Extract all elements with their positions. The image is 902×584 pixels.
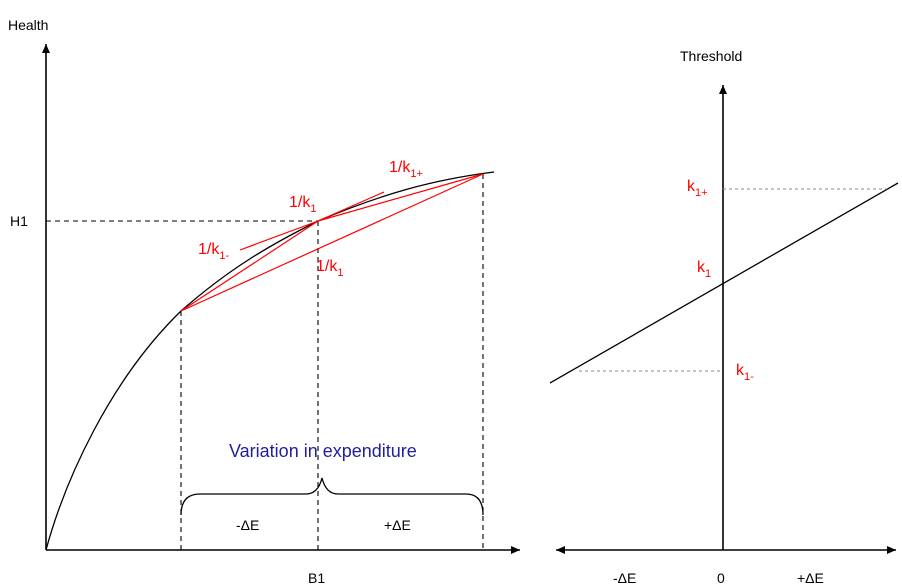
tangent-minus-line bbox=[239, 220, 319, 251]
tangent-center-line bbox=[317, 191, 385, 222]
expenditure-brace bbox=[180, 477, 484, 516]
slope-center-label: 1/k1 bbox=[289, 194, 316, 215]
plus-delta-e-label: +ΔE bbox=[384, 517, 411, 533]
x-tick-plus-delta-e: +ΔE bbox=[797, 570, 824, 584]
chord-plus-line bbox=[317, 173, 484, 222]
slope-plus-label: 1/k1+ bbox=[389, 159, 423, 180]
h1-label: H1 bbox=[10, 213, 28, 229]
chord-minus-line bbox=[180, 220, 319, 312]
slope-chord-label: 1/k1 bbox=[316, 258, 343, 279]
health-curve bbox=[45, 171, 495, 551]
k1-plus-label: k1+ bbox=[687, 178, 708, 199]
k1-minus-label: k1- bbox=[736, 362, 754, 383]
left-panel: Health H1 B1 1/k1 1/k1- 1/k1+ 1/k1 Varia… bbox=[8, 17, 520, 584]
minus-delta-e-label: -ΔE bbox=[236, 517, 259, 533]
chord-full-line bbox=[180, 173, 484, 312]
x-tick-zero: 0 bbox=[717, 570, 725, 584]
k1-label: k1 bbox=[697, 259, 711, 280]
slope-minus-label: 1/k1- bbox=[198, 241, 229, 262]
right-panel: Threshold k1+ k1 k1- -ΔE 0 +ΔE bbox=[549, 48, 899, 584]
x-tick-minus-delta-e: -ΔE bbox=[613, 570, 636, 584]
health-axis-label: Health bbox=[8, 17, 48, 33]
threshold-line bbox=[549, 182, 899, 384]
variation-in-expenditure-label: Variation in expenditure bbox=[229, 441, 417, 461]
b1-label: B1 bbox=[308, 570, 325, 584]
threshold-axis-label: Threshold bbox=[680, 48, 742, 64]
